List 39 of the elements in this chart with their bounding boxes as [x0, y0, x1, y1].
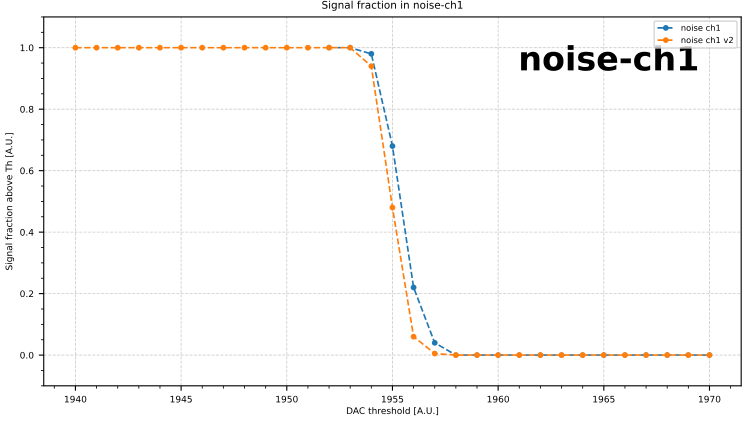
- point: [410, 334, 417, 340]
- point: [390, 204, 396, 210]
- legend-label: noise ch1 v2: [682, 36, 733, 44]
- point: [242, 44, 248, 51]
- point: [114, 44, 121, 51]
- legend-label: noise ch1: [682, 24, 720, 31]
- point: [262, 44, 269, 51]
- point: [157, 44, 163, 51]
- y-tick-label: 1.0: [20, 44, 34, 52]
- point: [305, 44, 311, 51]
- x-tick-label: 1960: [488, 396, 510, 403]
- y-tick-label: 0.6: [20, 167, 34, 174]
- point: [94, 44, 100, 51]
- y-tick-label: 0.0: [20, 352, 34, 359]
- y-tick-label: 0.2: [20, 290, 34, 298]
- x-axis-title: DAC threshold [A.U.]: [346, 407, 438, 416]
- point: [432, 340, 438, 346]
- y-tick-label: 0.4: [20, 228, 34, 236]
- y-axis-title: Signal fraction above Th [A.U.]: [5, 133, 14, 270]
- point: [432, 350, 438, 356]
- x-tick-label: 1965: [593, 396, 615, 403]
- point: [199, 44, 206, 51]
- point: [136, 44, 142, 51]
- point: [284, 44, 290, 51]
- point: [72, 44, 78, 51]
- x-tick-label: 1955: [382, 396, 404, 403]
- x-tick-label: 1970: [698, 396, 720, 403]
- point: [368, 50, 374, 57]
- point: [410, 284, 417, 290]
- x-tick-label: 1945: [170, 396, 192, 403]
- point: [220, 44, 226, 51]
- point: [178, 44, 184, 51]
- x-tick-label: 1940: [64, 396, 86, 403]
- y-tick-label: 0.8: [20, 106, 34, 113]
- x-tick-label: 1950: [276, 396, 298, 403]
- point: [390, 143, 396, 149]
- chart-title: Signal fraction in noise-ch1: [322, 0, 462, 11]
- annotation: noise-ch1: [521, 45, 698, 71]
- point: [368, 63, 374, 70]
